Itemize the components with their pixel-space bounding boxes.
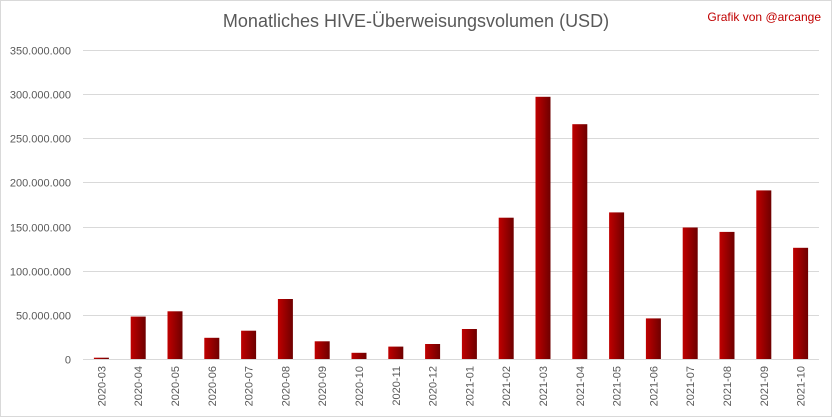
bar-2021-01	[461, 329, 477, 359]
x-tick-label: 2020-10	[354, 366, 366, 406]
x-tick-label: 2021-05	[612, 366, 624, 406]
bar-2021-02	[498, 217, 514, 359]
x-tick-label: 2021-08	[722, 366, 734, 406]
bar-2021-07	[682, 227, 698, 359]
bar-2020-07	[241, 330, 257, 359]
bar-2020-11	[388, 346, 404, 359]
bar-2020-04	[130, 316, 146, 359]
bar-2020-06	[204, 337, 220, 359]
y-tick-label: 200.000.000	[10, 178, 71, 190]
bar-2021-05	[609, 212, 625, 359]
x-tick-label: 2021-06	[648, 366, 660, 406]
chart-title: Monatliches HIVE-Überweisungsvolumen (US…	[222, 11, 610, 31]
bar-2021-06	[645, 318, 661, 359]
x-tick-label: 2021-09	[759, 366, 771, 406]
bar-2020-12	[425, 344, 441, 359]
y-tick-label: 150.000.000	[10, 223, 71, 235]
y-tick-label: 50.000.000	[16, 311, 71, 323]
x-tick-label: 2020-11	[391, 366, 403, 406]
x-tick-label: 2020-08	[280, 366, 292, 406]
chart-credit: Grafik von @arcange	[707, 10, 821, 24]
bar-2020-05	[167, 311, 183, 359]
x-tick-label: 2020-03	[96, 366, 108, 406]
y-tick-label: 350.000.000	[10, 46, 71, 58]
bar-2021-10	[793, 247, 809, 359]
x-tick-label: 2020-09	[317, 366, 329, 406]
bar-2020-09	[314, 341, 330, 359]
x-tick-label: 2020-04	[133, 366, 145, 406]
bar-2021-08	[719, 231, 735, 359]
x-tick-label: 2020-06	[207, 366, 219, 406]
x-tick-label: 2021-02	[501, 366, 513, 406]
y-tick-label: 0	[65, 355, 71, 367]
bar-2020-10	[351, 352, 367, 359]
y-tick-label: 300.000.000	[10, 90, 71, 102]
x-tick-label: 2021-03	[538, 366, 550, 406]
bar-2021-03	[535, 96, 551, 360]
bars	[93, 96, 809, 360]
gridlines	[83, 50, 819, 360]
y-tick-label: 250.000.000	[10, 134, 71, 146]
x-tick-label: 2020-07	[244, 366, 256, 406]
x-tick-label: 2021-04	[575, 366, 587, 406]
bar-2020-08	[277, 299, 293, 359]
y-axis: 0 50.000.000 100.000.000 150.000.000 200.000…	[10, 46, 71, 367]
x-tick-label: 2021-07	[685, 366, 697, 406]
y-tick-label: 100.000.000	[10, 267, 71, 279]
x-tick-label: 2021-01	[464, 366, 476, 406]
bar-2020-03	[93, 357, 109, 359]
bar-2021-09	[756, 190, 772, 359]
bar-2021-04	[572, 124, 588, 359]
x-tick-label: 2020-05	[170, 366, 182, 406]
x-axis: 2020-03 2020-04 2020-05 2020-06 2020-07 2020-…	[96, 366, 807, 406]
x-tick-label: 2020-12	[428, 366, 440, 406]
x-tick-label: 2021-10	[796, 366, 808, 406]
